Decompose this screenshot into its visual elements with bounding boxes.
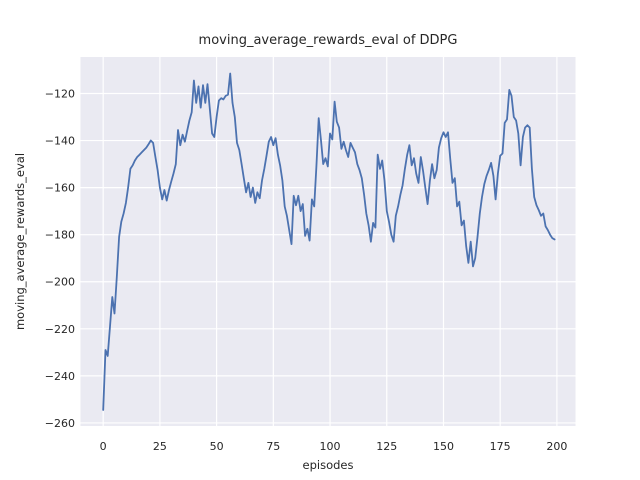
tick-labels: 0 25 50 75 100 125 150 175 200 −120 −140 −160 −180 −2…	[45, 87, 568, 453]
y-axis-label: moving_average_rewards_eval	[13, 153, 27, 330]
data-line	[102, 72, 556, 411]
x-tick-label: 0	[100, 440, 107, 453]
x-tick-label: 150	[433, 440, 454, 453]
y-tick-label: −220	[45, 323, 75, 336]
x-tick-label: 100	[320, 440, 341, 453]
x-tick-label: 75	[266, 440, 280, 453]
x-tick-label: 25	[153, 440, 167, 453]
y-tick-label: −160	[45, 182, 75, 195]
y-tick-label: −180	[45, 229, 75, 242]
y-tick-label: −200	[45, 276, 75, 289]
x-tick-label: 50	[210, 440, 224, 453]
x-tick-label: 175	[490, 440, 511, 453]
x-tick-label: 125	[376, 440, 397, 453]
x-axis-label: episodes	[303, 458, 354, 472]
plot-area	[80, 57, 576, 426]
y-tick-label: −240	[45, 370, 75, 383]
y-tick-label: −120	[45, 87, 75, 100]
chart-title: moving_average_rewards_eval of DDPG	[199, 33, 458, 48]
y-tick-label: −140	[45, 135, 75, 148]
x-tick-label: 200	[546, 440, 567, 453]
y-tick-label: −260	[45, 417, 75, 430]
